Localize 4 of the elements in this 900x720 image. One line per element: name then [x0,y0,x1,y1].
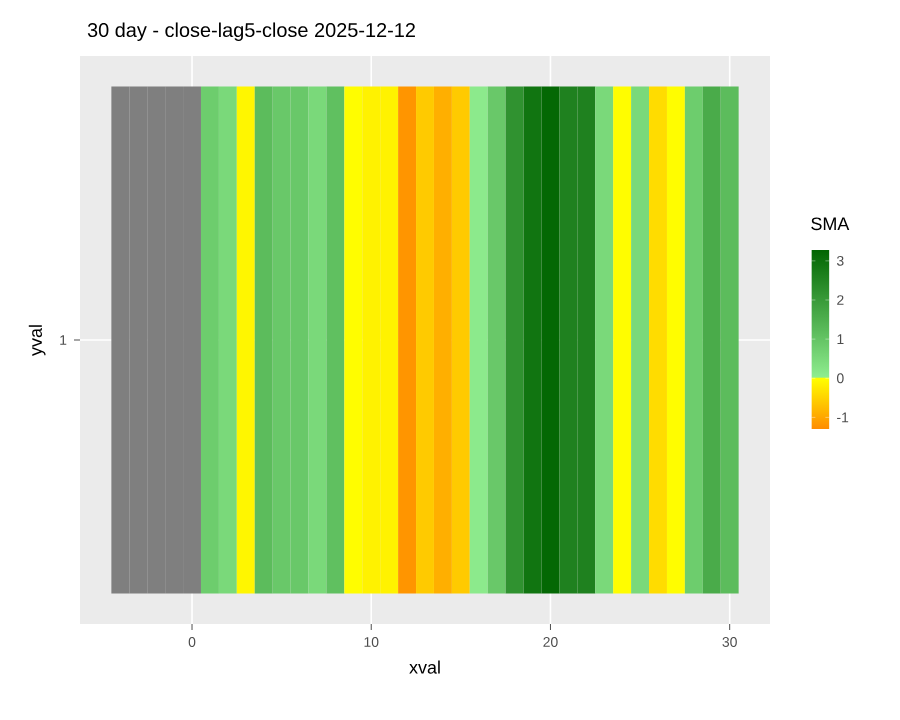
y-axis-title: yval [28,325,46,356]
x-axis-title: xval [409,660,440,674]
chart-title: 30 day - close-lag5-close 2025-12-12 [87,22,415,41]
color-bar-title: SMA [811,217,850,231]
